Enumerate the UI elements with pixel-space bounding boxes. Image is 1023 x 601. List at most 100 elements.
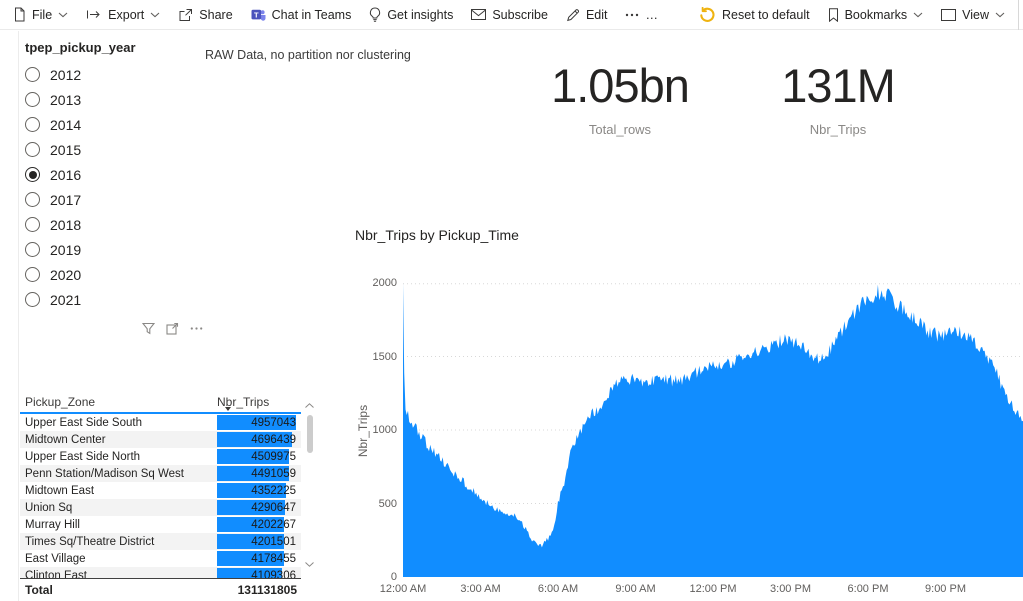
radio-label: 2019 — [50, 241, 82, 258]
table-row[interactable]: Murray Hill 4202267 — [20, 516, 301, 533]
cell-nbr-trips-value: 4178455 — [251, 552, 296, 565]
cell-pickup-zone: East Village — [25, 552, 86, 565]
toolbar-item-chat-in-teams[interactable]: T Chat in Teams — [242, 0, 361, 29]
radio-label: 2017 — [50, 191, 82, 208]
scrollbar-thumb[interactable] — [307, 415, 313, 453]
cell-nbr-trips: 4201501 — [217, 534, 297, 549]
x-tick-label: 3:00 PM — [770, 583, 811, 595]
table-row[interactable]: Times Sq/Theatre District 4201501 — [20, 533, 301, 550]
view-icon — [941, 8, 957, 21]
table-row[interactable]: East Village 4178455 — [20, 550, 301, 567]
cell-nbr-trips-value: 4957043 — [251, 416, 296, 429]
data-bar — [217, 551, 284, 566]
chevron-down-icon — [913, 12, 923, 18]
radio-selected-icon — [25, 167, 40, 182]
cell-nbr-trips: 4202267 — [217, 517, 297, 532]
year-slicer: 2012 2013 2014 2015 2016 2017 2018 2019 2020 2021 — [25, 62, 81, 312]
kpi-total-rows: 1.05bn Total_rows — [510, 58, 730, 137]
radio-option-2016[interactable]: 2016 — [25, 162, 81, 187]
table-row[interactable]: Penn Station/Madison Sq West 4491059 — [20, 465, 301, 482]
cell-nbr-trips: 4109306 — [217, 568, 297, 578]
bookmark-icon — [828, 7, 839, 22]
toolbar-item-view[interactable]: View — [932, 0, 1014, 29]
radio-option-2015[interactable]: 2015 — [25, 137, 81, 162]
data-bar — [217, 449, 289, 464]
cell-pickup-zone: Upper East Side North — [25, 450, 141, 463]
scroll-down-icon[interactable] — [305, 554, 314, 572]
table-body: Upper East Side South 4957043 Midtown Cent… — [20, 414, 301, 578]
toolbar-item-share[interactable]: Share — [169, 0, 241, 29]
data-bar — [217, 517, 284, 532]
x-tick-label: 9:00 PM — [925, 583, 966, 595]
table-row[interactable]: Clinton East 4109306 — [20, 567, 301, 578]
column-header-nbr-trips[interactable]: Nbr_Trips — [217, 395, 270, 409]
toolbar: File Export Share T Chat in Teams Get insight… — [0, 0, 1023, 30]
more-options-icon[interactable] — [190, 327, 203, 330]
table-row[interactable]: Midtown East 4352225 — [20, 482, 301, 499]
toolbar-item-file[interactable]: File — [4, 0, 77, 29]
cell-pickup-zone: Murray Hill — [25, 518, 80, 531]
cell-nbr-trips-value: 4696439 — [251, 433, 296, 446]
radio-option-2020[interactable]: 2020 — [25, 262, 81, 287]
radio-unselected-icon — [25, 92, 40, 107]
scroll-up-icon[interactable] — [305, 395, 314, 413]
total-value: 131131805 — [237, 583, 297, 597]
filter-icon[interactable] — [142, 322, 155, 335]
toolbar-item-more[interactable]: … — [616, 0, 667, 29]
toolbar-item-get-insights[interactable]: Get insights — [360, 0, 462, 29]
y-tick-label: 500 — [378, 497, 397, 510]
note-text: RAW Data, no partition nor clustering — [205, 48, 411, 62]
toolbar-right: Reset to default Bookmarks View — [690, 0, 1019, 30]
radio-unselected-icon — [25, 292, 40, 307]
cell-nbr-trips-value: 4202267 — [251, 518, 296, 531]
sort-desc-icon — [225, 407, 231, 411]
radio-option-2018[interactable]: 2018 — [25, 212, 81, 237]
table-header[interactable]: Pickup_Zone Nbr_Trips — [20, 393, 301, 414]
data-bar — [217, 534, 284, 549]
cell-nbr-trips: 4491059 — [217, 466, 297, 481]
area-chart-plot[interactable] — [403, 283, 1023, 577]
toolbar-item-label: Subscribe — [492, 7, 548, 22]
chart-title: Nbr_Trips by Pickup_Time — [355, 227, 519, 243]
radio-label: 2014 — [50, 116, 82, 133]
radio-option-2013[interactable]: 2013 — [25, 87, 81, 112]
radio-option-2021[interactable]: 2021 — [25, 287, 81, 312]
toolbar-item-reset-to-default[interactable]: Reset to default — [690, 0, 819, 29]
kpi-nbr-trips-value: 131M — [781, 59, 896, 112]
radio-option-2017[interactable]: 2017 — [25, 187, 81, 212]
table-row[interactable]: Upper East Side North 4509975 — [20, 448, 301, 465]
x-tick-label: 6:00 AM — [537, 583, 579, 595]
toolbar-item-edit[interactable]: Edit — [557, 0, 617, 29]
toolbar-left: File Export Share T Chat in Teams Get insight… — [4, 0, 667, 29]
area-chart-svg — [403, 283, 1023, 577]
toolbar-item-subscribe[interactable]: Subscribe — [462, 0, 557, 29]
toolbar-item-export[interactable]: Export — [77, 0, 169, 29]
table-row[interactable]: Upper East Side South 4957043 — [20, 414, 301, 431]
y-tick-label: 2000 — [372, 277, 397, 289]
radio-label: 2020 — [50, 266, 82, 283]
focus-mode-icon[interactable] — [166, 322, 179, 335]
radio-option-2019[interactable]: 2019 — [25, 237, 81, 262]
cell-pickup-zone: Union Sq — [25, 501, 73, 514]
toolbar-item-label: File — [32, 7, 53, 22]
table-total-row: Total 131131805 — [20, 578, 301, 599]
table-scrollbar — [303, 395, 317, 575]
radio-option-2012[interactable]: 2012 — [25, 62, 81, 87]
file-icon — [13, 7, 26, 22]
column-header-pickup-zone[interactable]: Pickup_Zone — [25, 395, 96, 409]
cell-nbr-trips: 4509975 — [217, 449, 297, 464]
x-tick-label: 9:00 AM — [615, 583, 656, 595]
toolbar-item-label: Get insights — [387, 7, 454, 22]
radio-label: 2015 — [50, 141, 82, 158]
kpi-total-rows-label: Total_rows — [588, 122, 652, 137]
teams-icon: T — [251, 8, 266, 22]
radio-option-2014[interactable]: 2014 — [25, 112, 81, 137]
y-axis-title: Nbr_Trips — [356, 404, 370, 458]
kpi-nbr-trips: 131M Nbr_Trips — [728, 58, 948, 137]
table-row[interactable]: Midtown Center 4696439 — [20, 431, 301, 448]
table-row[interactable]: Union Sq 4290647 — [20, 499, 301, 516]
y-tick-label: 0 — [390, 571, 397, 583]
toolbar-item-label: … — [645, 7, 658, 22]
radio-unselected-icon — [25, 117, 40, 132]
toolbar-item-bookmarks[interactable]: Bookmarks — [819, 0, 933, 29]
